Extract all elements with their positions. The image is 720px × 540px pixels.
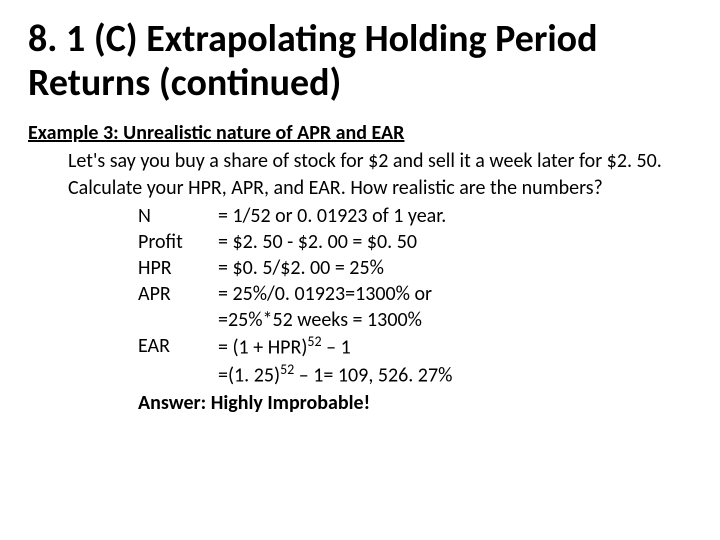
ear-sup: 52: [280, 361, 294, 378]
calc-value: = $0. 5/$2. 00 = 25%: [218, 255, 692, 281]
intro-line-1: Let's say you buy a share of stock for $…: [68, 149, 692, 174]
ear-post: – 1: [322, 336, 351, 360]
calc-value: = 25%/0. 01923=1300% or: [218, 281, 692, 307]
calc-value: = 1/52 or 0. 01923 of 1 year.: [218, 203, 692, 229]
calc-value: = $2. 50 - $2. 00 = $0. 50: [218, 229, 692, 255]
calc-row: APR = 25%/0. 01923=1300% or: [138, 281, 692, 307]
calc-row-ear2: =(1. 25)52 – 1= 109, 526. 27%: [138, 361, 692, 389]
calc-value: =(1. 25)52 – 1= 109, 526. 27%: [218, 361, 692, 389]
slide-title: 8. 1 (C) Extrapolating Holding Period Re…: [28, 18, 692, 105]
calc-row: =25%*52 weeks = 1300%: [138, 307, 692, 333]
calc-row-ear: EAR = (1 + HPR)52 – 1: [138, 333, 692, 361]
calc-label: APR: [138, 281, 218, 307]
calc-label: Profit: [138, 229, 218, 255]
calc-value: =25%*52 weeks = 1300%: [218, 307, 692, 333]
calc-value: = (1 + HPR)52 – 1: [218, 333, 692, 361]
answer-text: Answer: Highly Improbable!: [138, 391, 692, 415]
calc-row: N = 1/52 or 0. 01923 of 1 year.: [138, 203, 692, 229]
ear-post: – 1= 109, 526. 27%: [294, 364, 452, 388]
calc-label: EAR: [138, 333, 218, 361]
example-subtitle: Example 3: Unrealistic nature of APR and…: [28, 121, 692, 145]
calc-label: N: [138, 203, 218, 229]
calc-row: HPR = $0. 5/$2. 00 = 25%: [138, 255, 692, 281]
intro-line-2: Calculate your HPR, APR, and EAR. How re…: [68, 176, 692, 201]
calc-row: Profit = $2. 50 - $2. 00 = $0. 50: [138, 229, 692, 255]
calc-label: [138, 361, 218, 389]
calc-label: HPR: [138, 255, 218, 281]
ear-pre: =(1. 25): [218, 364, 280, 388]
calc-label: [138, 307, 218, 333]
ear-pre: = (1 + HPR): [218, 336, 307, 360]
ear-sup: 52: [307, 333, 321, 350]
